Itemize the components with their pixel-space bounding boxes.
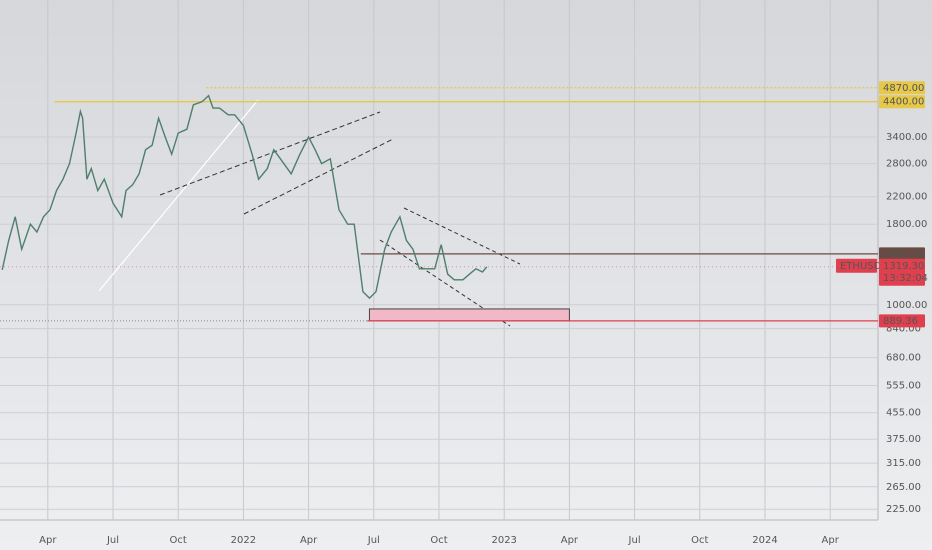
- price-line: [1, 94, 488, 300]
- level-label: 4870.00: [883, 83, 924, 94]
- y-tick-label: 225.00: [886, 504, 921, 515]
- price-badge: [879, 258, 925, 286]
- y-tick-label: 2800.00: [886, 159, 927, 170]
- y-tick-label: 840.00: [886, 324, 921, 335]
- level-label: 4400.00: [883, 97, 924, 108]
- x-tick-label: Apr: [39, 535, 57, 546]
- y-tick-label: 375.00: [886, 434, 921, 445]
- level-badge: [879, 95, 925, 109]
- x-tick-label: 2024: [752, 535, 777, 546]
- countdown: 13:32:04: [883, 273, 928, 284]
- x-tick-label: Oct: [430, 535, 447, 546]
- x-tick-label: Jul: [106, 535, 119, 546]
- x-tick-label: Apr: [561, 535, 579, 546]
- x-tick-label: Apr: [822, 535, 840, 546]
- y-tick-label: 555.00: [886, 380, 921, 391]
- x-tick-label: 2022: [231, 535, 256, 546]
- y-tick-label: 1000.00: [886, 300, 927, 311]
- level-badge: [879, 247, 925, 261]
- level-badge: [879, 81, 925, 95]
- x-tick-label: 2023: [491, 535, 516, 546]
- trend-line: [243, 138, 394, 215]
- y-tick-label: 3400.00: [886, 132, 927, 143]
- y-tick-label: 265.00: [886, 482, 921, 493]
- trend-drawings: [98, 99, 521, 327]
- grid: [0, 0, 878, 520]
- x-tick-label: Apr: [300, 535, 318, 546]
- x-tick-label: Oct: [691, 535, 708, 546]
- y-tick-label: 455.00: [886, 408, 921, 419]
- level-label: 1449.36: [883, 249, 924, 260]
- y-tick-label: 2200.00: [886, 192, 927, 203]
- level-badge: [879, 314, 925, 328]
- trend-line: [98, 99, 259, 292]
- y-tick-label: 315.00: [886, 458, 921, 469]
- symbol-label: ETHUSD: [840, 261, 882, 272]
- symbol-badge: [836, 258, 877, 273]
- zone: [368, 308, 570, 322]
- level-label: 889.36: [883, 316, 918, 327]
- x-tick-label: Jul: [367, 535, 380, 546]
- y-tick-label: 1800.00: [886, 219, 927, 230]
- trend-line: [403, 207, 521, 265]
- x-tick-label: Jul: [628, 535, 641, 546]
- last-price-label: 1319.30: [883, 261, 924, 272]
- x-tick-label: Oct: [170, 535, 187, 546]
- y-tick-label: 680.00: [886, 353, 921, 364]
- trend-line: [159, 111, 381, 196]
